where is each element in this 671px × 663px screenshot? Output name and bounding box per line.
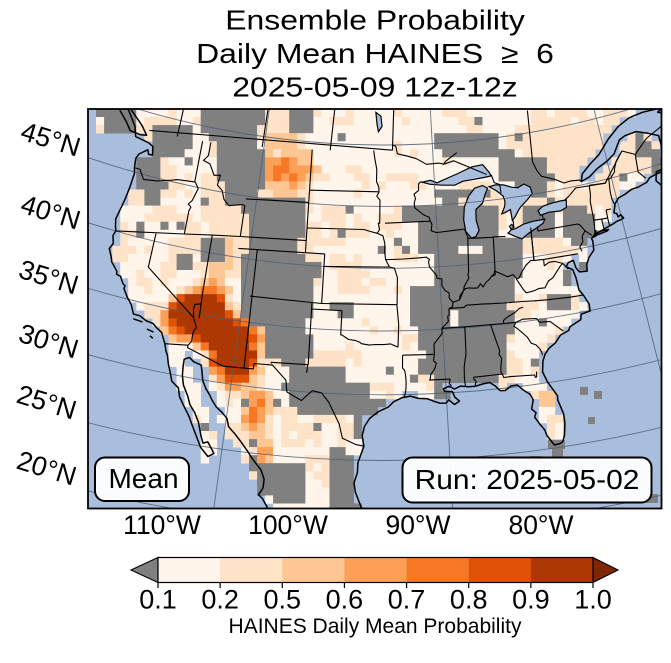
svg-text:0.7: 0.7 (388, 585, 426, 615)
svg-text:Mean: Mean (108, 463, 178, 494)
svg-text:100°W: 100°W (248, 510, 328, 540)
svg-text:Ensemble Probability: Ensemble Probability (225, 5, 525, 35)
svg-text:0.2: 0.2 (201, 585, 239, 615)
svg-text:90°W: 90°W (385, 510, 450, 540)
svg-text:HAINES Daily Mean Probability: HAINES Daily Mean Probability (229, 615, 522, 638)
svg-text:0.5: 0.5 (264, 585, 302, 615)
svg-text:0.9: 0.9 (512, 585, 550, 615)
svg-text:110°W: 110°W (123, 510, 201, 540)
svg-text:0.6: 0.6 (326, 585, 364, 615)
svg-text:80°W: 80°W (508, 510, 573, 540)
svg-text:1.0: 1.0 (574, 585, 612, 615)
svg-text:Run: 2025-05-02: Run: 2025-05-02 (415, 465, 640, 496)
svg-text:0.1: 0.1 (139, 585, 177, 615)
svg-text:2025-05-09 12z-12z: 2025-05-09 12z-12z (232, 72, 517, 102)
svg-text:0.8: 0.8 (450, 585, 488, 615)
svg-text:Daily Mean HAINES ≥ 6: Daily Mean HAINES ≥ 6 (196, 39, 554, 69)
